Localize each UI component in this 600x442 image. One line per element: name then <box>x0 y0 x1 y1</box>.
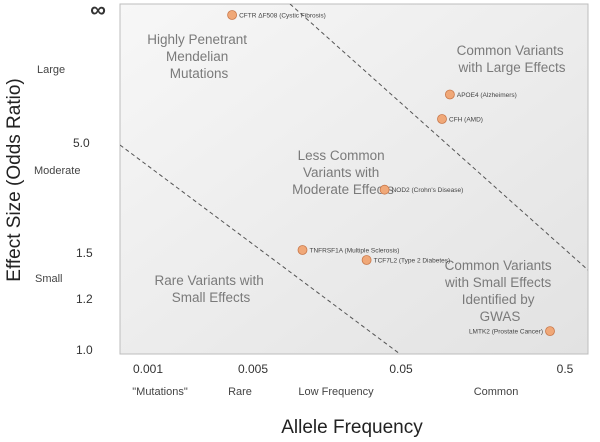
plot-area <box>119 3 589 355</box>
data-point-label: CFTR ΔF508 (Cystic Fibrosis) <box>239 12 326 19</box>
points-layer: CFTR ΔF508 (Cystic Fibrosis) APOE4 (Alzhe… <box>227 10 555 337</box>
region-line: with Small Effects <box>444 275 552 290</box>
x-band-label: Low Frequency <box>298 386 374 398</box>
y-band-label: Small <box>35 273 63 285</box>
y-band-label: Moderate <box>34 165 80 177</box>
divider-lower <box>120 144 401 354</box>
data-point <box>545 326 555 337</box>
x-tick-label: 0.005 <box>238 362 268 376</box>
x-axis-title: Allele Frequency <box>281 417 423 438</box>
region-line: Common Variants <box>445 258 552 273</box>
data-point <box>227 10 238 20</box>
region-line: Small Effects <box>172 290 251 305</box>
region-line: Variants with <box>303 165 379 180</box>
region-line: Moderate Effects <box>292 182 394 197</box>
y-tick-label: 1.0 <box>76 343 93 357</box>
data-point <box>379 184 390 195</box>
y-tick-label: ∞ <box>90 0 106 22</box>
x-tick-label: 0.05 <box>389 362 413 376</box>
y-tick-label: 5.0 <box>73 136 90 150</box>
data-point <box>437 114 447 124</box>
y-band-label: Large <box>37 64 65 76</box>
region-line: Less Common <box>298 148 385 163</box>
region-line: Mutations <box>170 66 229 81</box>
data-point <box>361 255 372 265</box>
divider-upper <box>289 4 588 271</box>
region-less-common: Less Common Variants with Moderate Effec… <box>292 148 394 197</box>
y-axis-title: Effect Size (Odds Ratio) <box>4 78 25 281</box>
y-tick-label: 1.5 <box>76 246 93 260</box>
region-line: GWAS <box>480 309 521 324</box>
x-band-label: Common <box>474 386 519 398</box>
region-line: Highly Penetrant <box>147 32 247 47</box>
x-tick-label: 0.5 <box>557 362 574 376</box>
data-point-label: APOE4 (Alzheimers) <box>457 92 517 99</box>
data-point <box>297 245 308 255</box>
x-tick-label: 0.001 <box>133 362 163 376</box>
data-point-label: TNFRSF1A (Multiple Sclerosis) <box>310 247 400 254</box>
data-point-label: LMTK2 (Prostate Cancer) <box>469 328 543 335</box>
x-band-label: Rare <box>228 386 252 398</box>
region-line: Rare Variants with <box>154 273 263 288</box>
region-line: Mendelian <box>166 49 228 64</box>
y-tick-label: 1.2 <box>76 292 93 306</box>
region-gwas: Common Variants with Small Effects Ident… <box>444 258 555 324</box>
region-rare-small: Rare Variants with Small Effects <box>154 273 267 305</box>
x-band-label: "Mutations" <box>132 386 188 398</box>
data-point-label: CFH (AMD) <box>449 116 483 123</box>
data-point-label: TCF7L2 (Type 2 Diabetes) <box>374 257 451 264</box>
region-common-large: Common Variants with Large Effects <box>457 43 568 75</box>
data-point-label: NOD2 (Crohn's Disease) <box>392 187 464 194</box>
region-line: Identified by <box>462 292 535 307</box>
region-line: with Large Effects <box>457 60 565 75</box>
region-mendelian: Highly Penetrant Mendelian Mutations <box>147 32 251 81</box>
region-line: Common Variants <box>457 43 564 58</box>
data-point <box>444 89 455 100</box>
